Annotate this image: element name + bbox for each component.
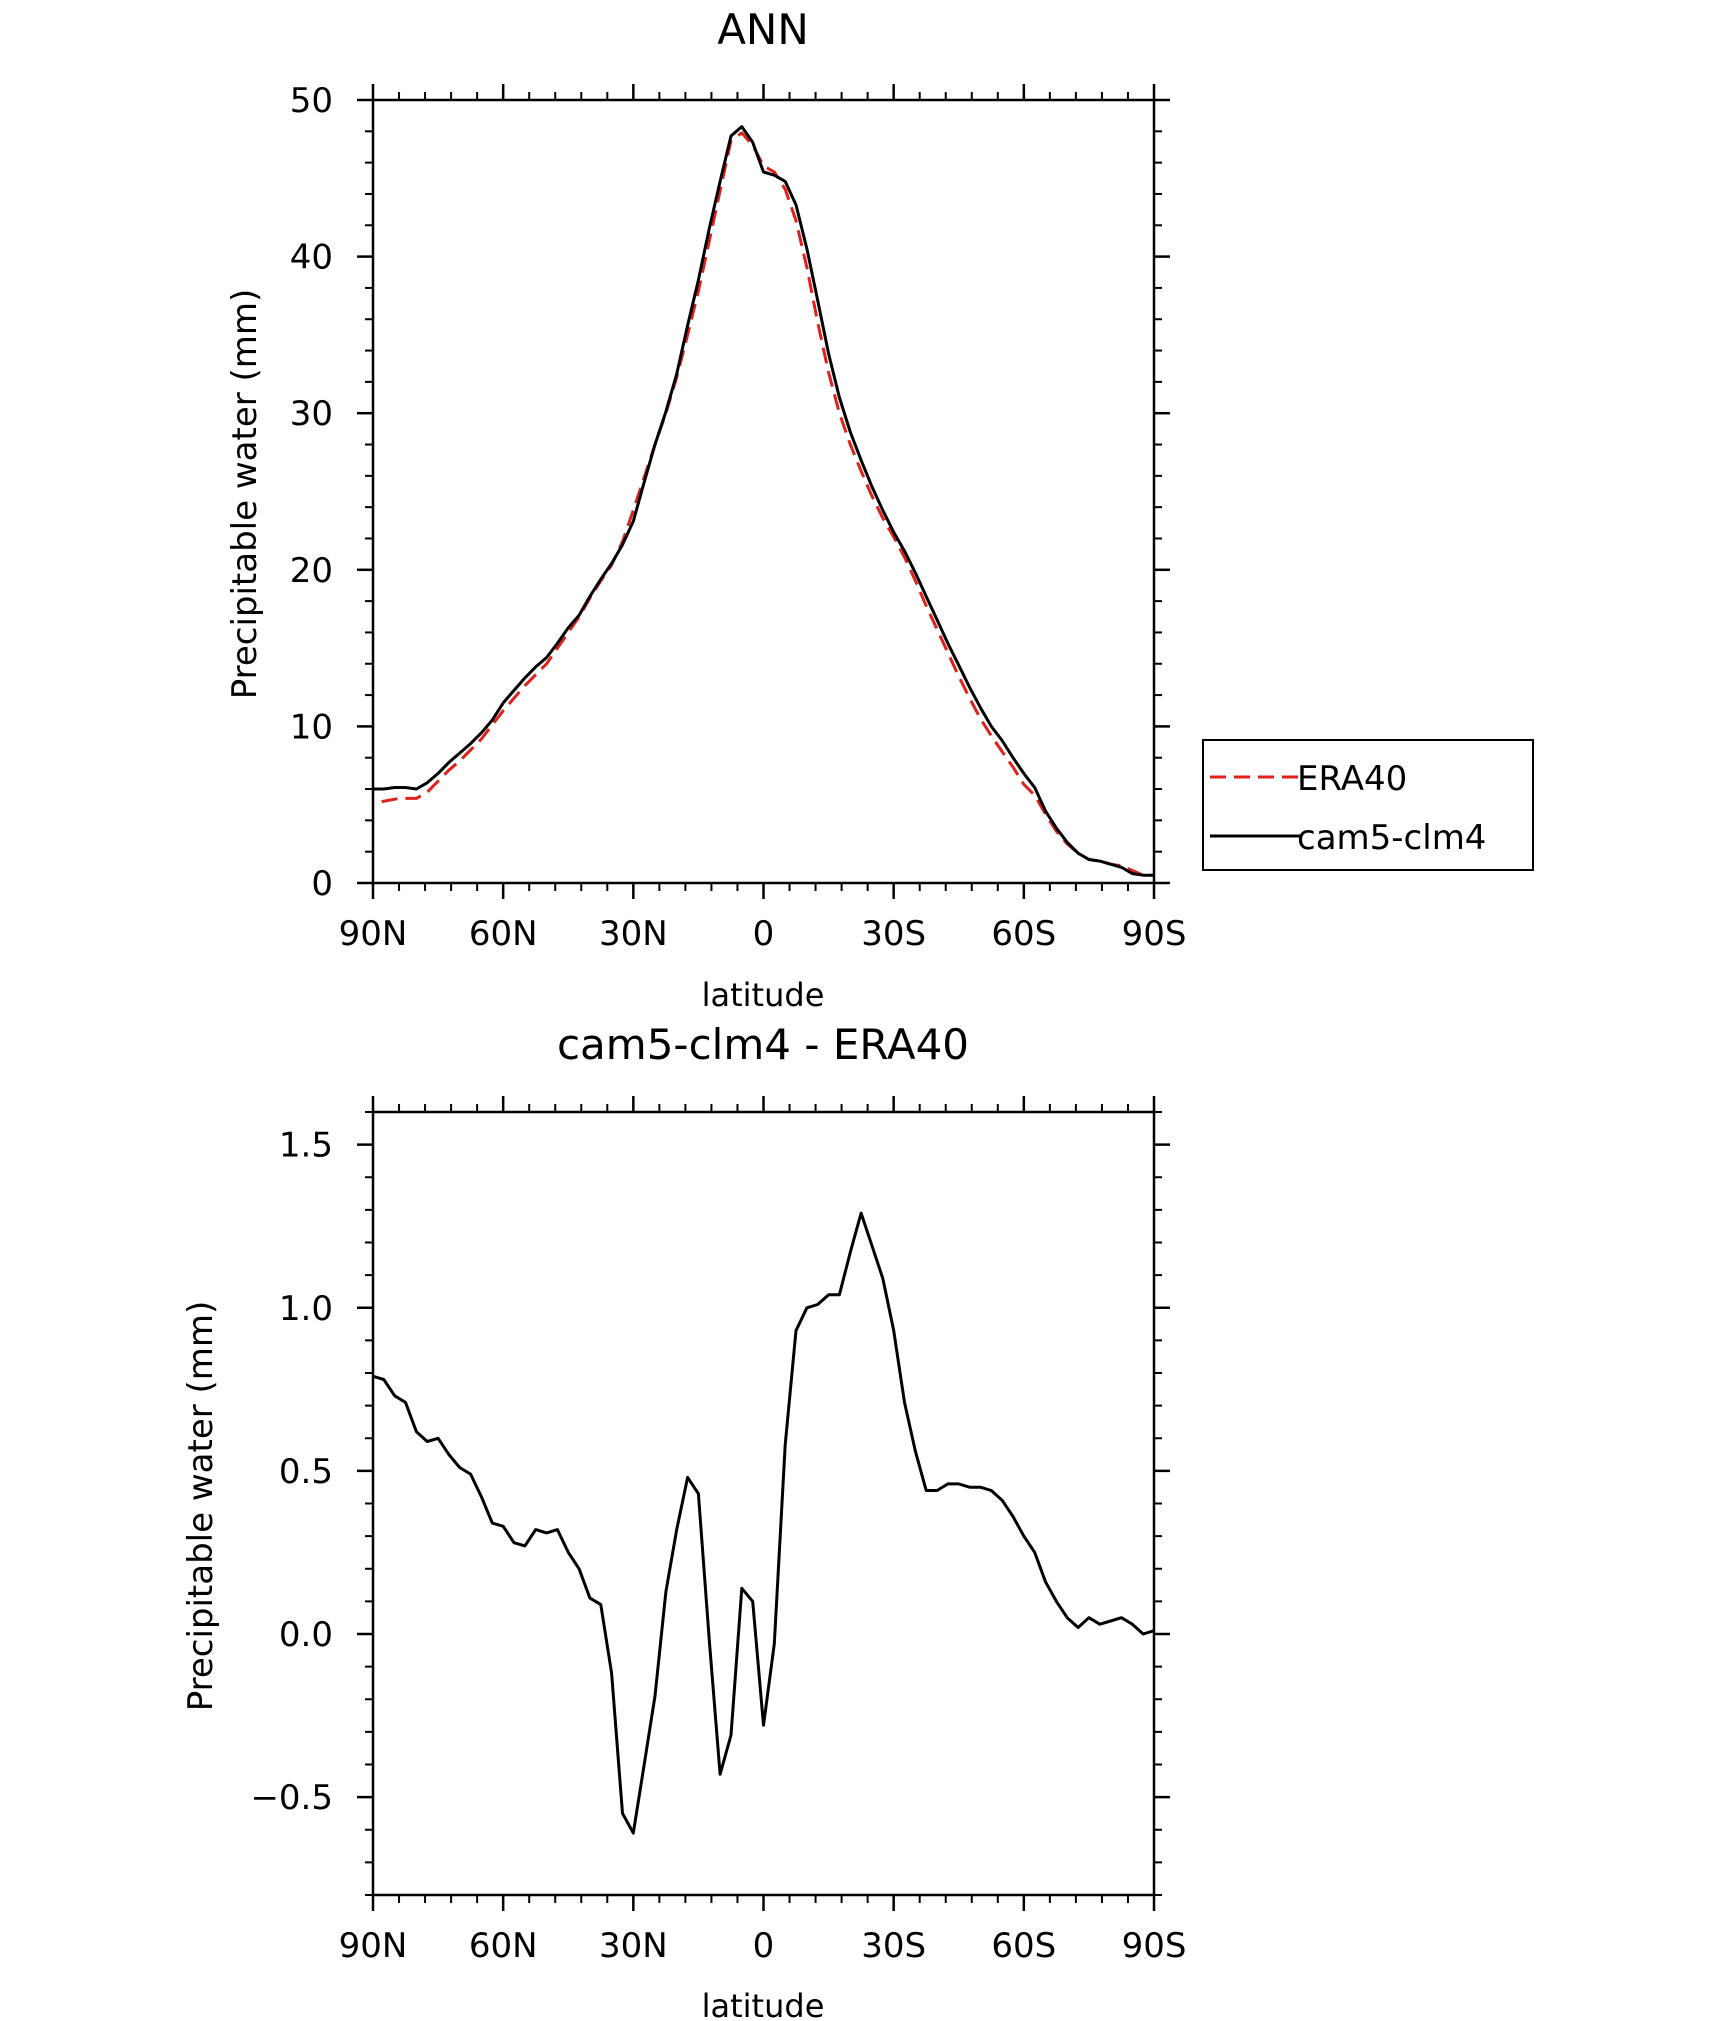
x-tick-labels: 90N 60N 30N 0 30S 60S 90S bbox=[339, 914, 1187, 954]
axis-ticks bbox=[357, 84, 1170, 899]
x-axis-label: latitude bbox=[702, 976, 825, 1014]
x-tick-label: 90N bbox=[339, 1926, 408, 1966]
legend-box bbox=[1202, 739, 1534, 871]
x-tick-label: 0 bbox=[753, 914, 775, 954]
difference-series-line bbox=[372, 1211, 1155, 1835]
y-tick-label: 0.0 bbox=[279, 1615, 333, 1655]
y-tick-label: 10 bbox=[290, 707, 333, 747]
x-tick-label: 30N bbox=[599, 1926, 668, 1966]
plot-frame bbox=[371, 98, 1156, 885]
x-tick-labels: 90N 60N 30N 0 30S 60S 90S bbox=[339, 1926, 1187, 1966]
y-axis-label: Precipitable water (mm) bbox=[181, 1301, 221, 1712]
difference-panel: cam5-clm4 - ERA40 Precipitable water (mm… bbox=[181, 1020, 1186, 2021]
y-tick-labels: −0.5 0.0 0.5 1.0 1.5 bbox=[250, 1126, 333, 1819]
cam5-clm4-series-line bbox=[373, 125, 1154, 877]
x-tick-label: 30S bbox=[861, 1926, 926, 1966]
legend: ERA40 cam5-clm4 bbox=[1202, 739, 1534, 871]
plot-lines bbox=[372, 1211, 1155, 1835]
y-tick-label: 30 bbox=[290, 394, 333, 434]
x-tick-label: 0 bbox=[753, 1926, 775, 1966]
x-tick-label: 60S bbox=[991, 1926, 1056, 1966]
x-tick-label: 30N bbox=[599, 914, 668, 954]
y-tick-label: 0.5 bbox=[279, 1452, 333, 1492]
x-tick-label: 60N bbox=[469, 914, 538, 954]
chart-title: cam5-clm4 - ERA40 bbox=[557, 1020, 969, 1069]
y-axis-label: Precipitable water (mm) bbox=[225, 289, 265, 700]
y-tick-label: 1.5 bbox=[279, 1126, 333, 1166]
x-tick-label: 60S bbox=[991, 914, 1056, 954]
y-tick-label: 40 bbox=[290, 238, 333, 278]
x-tick-label: 90S bbox=[1122, 1926, 1187, 1966]
x-axis-label: latitude bbox=[702, 1987, 825, 2021]
climatology-panel: ANN Precipitable water (mm) latitude 90N… bbox=[225, 5, 1186, 1014]
y-tick-labels: 0 10 20 30 40 50 bbox=[290, 81, 333, 904]
x-tick-label: 90S bbox=[1122, 914, 1187, 954]
plot-frame bbox=[371, 1110, 1156, 1897]
axis-ticks bbox=[357, 1096, 1170, 1911]
x-tick-label: 60N bbox=[469, 1926, 538, 1966]
x-tick-label: 30S bbox=[861, 914, 926, 954]
legend-label-cam5-clm4: cam5-clm4 bbox=[1297, 818, 1486, 858]
era40-series-line bbox=[381, 131, 1154, 877]
y-tick-label: −0.5 bbox=[250, 1778, 333, 1818]
y-tick-label: 1.0 bbox=[279, 1289, 333, 1329]
chart-title: ANN bbox=[717, 5, 809, 54]
plot-lines bbox=[373, 125, 1154, 877]
legend-label-era40: ERA40 bbox=[1297, 759, 1407, 799]
y-tick-label: 20 bbox=[290, 551, 333, 591]
y-tick-label: 50 bbox=[290, 81, 333, 121]
x-tick-label: 90N bbox=[339, 914, 408, 954]
y-tick-label: 0 bbox=[311, 864, 333, 904]
